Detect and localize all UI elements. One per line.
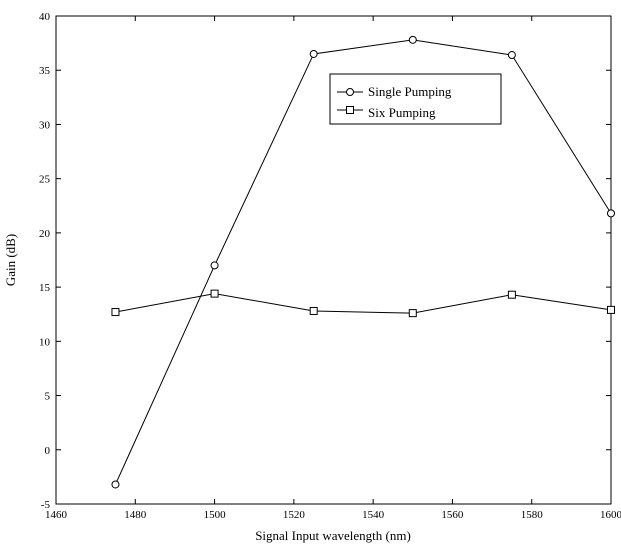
x-axis-ticks: 1460 1480 1500 1520 1540 1560 1580 1600	[45, 16, 621, 521]
legend-box	[329, 73, 502, 125]
series-line-single-pumping	[115, 39, 612, 485]
data-point-single-pumping	[309, 49, 318, 58]
x-tick-label: 1580	[521, 509, 544, 521]
legend-marker-circle	[346, 88, 354, 96]
legend: Single Pumping Six Pumping	[329, 73, 502, 125]
x-tick-label: 1480	[124, 509, 147, 521]
y-tick-label: 25	[39, 174, 51, 186]
x-tick-label: 1560	[441, 509, 464, 521]
x-tick-label: 1460	[45, 509, 68, 521]
legend-marker-square	[346, 106, 354, 114]
legend-label-six-pumping: Six Pumping	[368, 105, 436, 120]
data-point-six-pumping	[111, 308, 120, 317]
x-tick-label: 1520	[283, 509, 306, 521]
y-axis-ticks: -5 0 5 10 15 20 25 30 35 40	[39, 11, 611, 511]
y-tick-label: 40	[39, 11, 51, 23]
x-tick-label: 1500	[204, 509, 227, 521]
y-tick-label: 15	[39, 282, 51, 294]
x-tick-label: 1600	[600, 509, 621, 521]
data-point-single-pumping	[111, 480, 120, 489]
data-point-six-pumping	[607, 305, 615, 314]
y-tick-label: 10	[39, 336, 51, 348]
data-point-six-pumping	[309, 306, 318, 315]
y-tick-label: -5	[41, 499, 51, 511]
legend-label-single-pumping: Single Pumping	[368, 84, 452, 99]
series-layer	[111, 35, 615, 489]
y-tick-label: 5	[45, 391, 51, 403]
data-point-six-pumping	[408, 309, 417, 318]
y-tick-label: 30	[39, 119, 51, 131]
data-point-single-pumping	[408, 35, 417, 44]
data-point-six-pumping	[210, 289, 219, 298]
y-axis-title: Gain (dB)	[3, 234, 18, 286]
data-point-single-pumping	[210, 261, 219, 270]
data-point-single-pumping	[607, 209, 615, 218]
data-point-single-pumping	[507, 51, 516, 60]
y-tick-label: 0	[45, 445, 51, 457]
y-tick-label: 20	[39, 228, 51, 240]
y-tick-label: 35	[39, 65, 51, 77]
series-line-six-pumping	[115, 293, 612, 314]
data-point-six-pumping	[507, 290, 516, 299]
x-tick-label: 1540	[362, 509, 385, 521]
x-axis-title: Signal Input wavelength (nm)	[255, 528, 411, 543]
